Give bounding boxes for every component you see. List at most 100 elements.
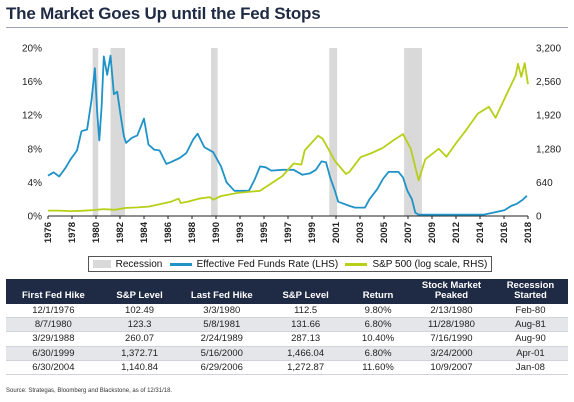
table-cell: Feb-80 bbox=[515, 305, 546, 317]
y-left-tick-label: 4% bbox=[28, 178, 43, 189]
x-tick-label: 1999 bbox=[307, 222, 318, 243]
y-right-tick-label: 0 bbox=[536, 212, 542, 223]
legend-swatch-fed-funds bbox=[169, 262, 192, 266]
recession-band bbox=[210, 48, 218, 216]
x-tick-label: 1978 bbox=[67, 222, 78, 243]
table-cell: 1,272.87 bbox=[287, 361, 325, 373]
table-header-row: First Fed Hike S&P Level Last Fed Hike S… bbox=[6, 279, 568, 304]
x-tick-label: 1990 bbox=[211, 222, 222, 243]
table-cell: 6.80% bbox=[346, 317, 411, 332]
x-tick-label: 1997 bbox=[283, 222, 294, 243]
table-cell: 8/7/1980 bbox=[6, 317, 101, 332]
x-tick-label: 2007 bbox=[403, 222, 414, 243]
table-cell: 7/16/1990 bbox=[430, 333, 473, 345]
table-row: 6/30/1999 1,372.71 5/16/2000 1,466.04 6.… bbox=[6, 346, 568, 361]
chart-title: The Market Goes Up until the Fed Stops bbox=[6, 4, 321, 23]
table-header: First Fed Hike bbox=[6, 279, 101, 304]
table-cell: Aug-90 bbox=[515, 333, 546, 345]
x-tick-label: 1995 bbox=[259, 221, 270, 243]
table-cell: 6.80% bbox=[346, 346, 411, 361]
table-cell: 3/3/1980 bbox=[203, 305, 241, 317]
legend-item-recession: Recession bbox=[92, 258, 163, 270]
x-tick-label: 2009 bbox=[427, 222, 438, 243]
y-left-tick-label: 8% bbox=[28, 144, 43, 155]
table-cell: 102.49 bbox=[125, 305, 155, 317]
table-cell: 287.13 bbox=[291, 333, 321, 345]
x-tick-label: 1976 bbox=[43, 222, 54, 243]
y-right-tick-label: 3,200 bbox=[536, 44, 561, 55]
y-left-tick-label: 12% bbox=[22, 111, 42, 122]
table-cell: 9.80% bbox=[364, 305, 392, 317]
table-cell: 12/1/1976 bbox=[32, 305, 75, 317]
chart-legend: Recession Effective Fed Funds Rate (LHS)… bbox=[88, 256, 492, 272]
legend-item-fed-funds: Effective Fed Funds Rate (LHS) bbox=[169, 258, 339, 270]
x-tick-label: 2005 bbox=[379, 221, 390, 243]
table-header: Recession Started bbox=[492, 279, 568, 304]
table-cell: 260.07 bbox=[125, 333, 155, 345]
table-cell: 123.3 bbox=[100, 317, 179, 332]
table-header: S&P Level bbox=[265, 279, 347, 304]
legend-label-fed-funds: Effective Fed Funds Rate (LHS) bbox=[196, 258, 339, 270]
y-left-tick-label: 0% bbox=[28, 212, 43, 223]
chart-area: 0% 4% 8% 12% 16% 20% 0 640 1,280 1,920 2,560 3,200 1… bbox=[22, 44, 561, 244]
title-divider bbox=[6, 27, 568, 28]
table-cell: 5/16/2000 bbox=[178, 346, 266, 361]
x-tick-label: 1982 bbox=[115, 222, 126, 243]
fed-hike-table: First Fed Hike S&P Level Last Fed Hike S… bbox=[6, 279, 568, 375]
table-cell: 1,372.71 bbox=[100, 346, 179, 361]
x-tick-label: 1993 bbox=[235, 222, 246, 243]
y-left-tick-label: 20% bbox=[22, 44, 42, 55]
legend-label-recession: Recession bbox=[115, 258, 163, 270]
x-tick-label: 1986 bbox=[163, 222, 174, 243]
table-cell: 2/24/1989 bbox=[200, 333, 243, 345]
series-line-sp500 bbox=[48, 62, 529, 212]
y-right-tick-label: 2,560 bbox=[536, 77, 561, 88]
table-cell: 3/24/2000 bbox=[410, 346, 493, 361]
table-cell: 10/9/2007 bbox=[430, 361, 473, 373]
y-right-tick-label: 640 bbox=[536, 178, 553, 189]
legend-item-sp500: S&P 500 (log scale, RHS) bbox=[345, 259, 487, 270]
table-cell: 1,466.04 bbox=[265, 346, 347, 361]
x-tick-label: 1988 bbox=[187, 222, 198, 243]
x-tick-label: 2018 bbox=[523, 222, 534, 243]
x-tick-label: 2012 bbox=[451, 222, 462, 243]
y-right-tick-label: 1,920 bbox=[536, 111, 561, 122]
recession-band bbox=[329, 48, 338, 216]
table-header: Last Fed Hike bbox=[178, 279, 266, 304]
legend-swatch-sp500 bbox=[345, 262, 368, 266]
x-tick-label: 2014 bbox=[475, 221, 486, 243]
table-cell: 3/29/1988 bbox=[32, 333, 75, 345]
table-cell: Jan-08 bbox=[515, 361, 545, 373]
x-tick-label: 1984 bbox=[139, 221, 150, 243]
table-header: S&P Level bbox=[100, 279, 179, 304]
table-cell: 1,140.84 bbox=[121, 361, 159, 373]
table-cell: 6/29/2006 bbox=[200, 361, 243, 373]
table-header: Stock Market Peaked bbox=[410, 279, 493, 304]
table-cell: 11.60% bbox=[362, 361, 394, 373]
x-tick-label: 2016 bbox=[499, 222, 510, 243]
recession-band bbox=[92, 48, 99, 216]
x-tick-label: 1980 bbox=[91, 222, 102, 243]
table-cell: 11/28/1980 bbox=[410, 317, 493, 332]
table-cell: 131.66 bbox=[265, 317, 347, 332]
series-line-fed-funds bbox=[47, 54, 528, 216]
table-cell: 6/30/2004 bbox=[32, 361, 75, 373]
table-cell: 112.5 bbox=[294, 305, 318, 317]
x-tick-label: 2001 bbox=[331, 221, 342, 243]
table-header: Return bbox=[346, 279, 411, 304]
table-row: 8/7/1980 123.3 5/8/1981 131.66 6.80% 11/… bbox=[6, 317, 568, 332]
legend-label-sp500: S&P 500 (log scale, RHS) bbox=[372, 258, 488, 270]
table-row: 12/1/1976 102.49 3/3/1980 112.5 9.80% 2/… bbox=[6, 304, 568, 318]
table-cell: 10.40% bbox=[361, 333, 395, 345]
x-tick-label: 2003 bbox=[355, 222, 366, 243]
table-cell: Aug-81 bbox=[492, 317, 568, 332]
table-cell: 6/30/1999 bbox=[6, 346, 101, 361]
table-cell: Apr-01 bbox=[492, 346, 568, 361]
y-left-tick-label: 16% bbox=[22, 77, 42, 88]
table-cell: 2/13/1980 bbox=[430, 305, 473, 317]
table-cell: 5/8/1981 bbox=[178, 317, 266, 332]
table-row: 6/30/2004 1,140.84 6/29/2006 1,272.87 11… bbox=[6, 360, 568, 375]
source-note: Source: Strategas, Bloomberg and Blackst… bbox=[6, 388, 173, 394]
y-right-tick-label: 1,280 bbox=[536, 144, 561, 155]
table-row: 3/29/1988 260.07 2/24/1989 287.13 10.40%… bbox=[6, 332, 568, 347]
